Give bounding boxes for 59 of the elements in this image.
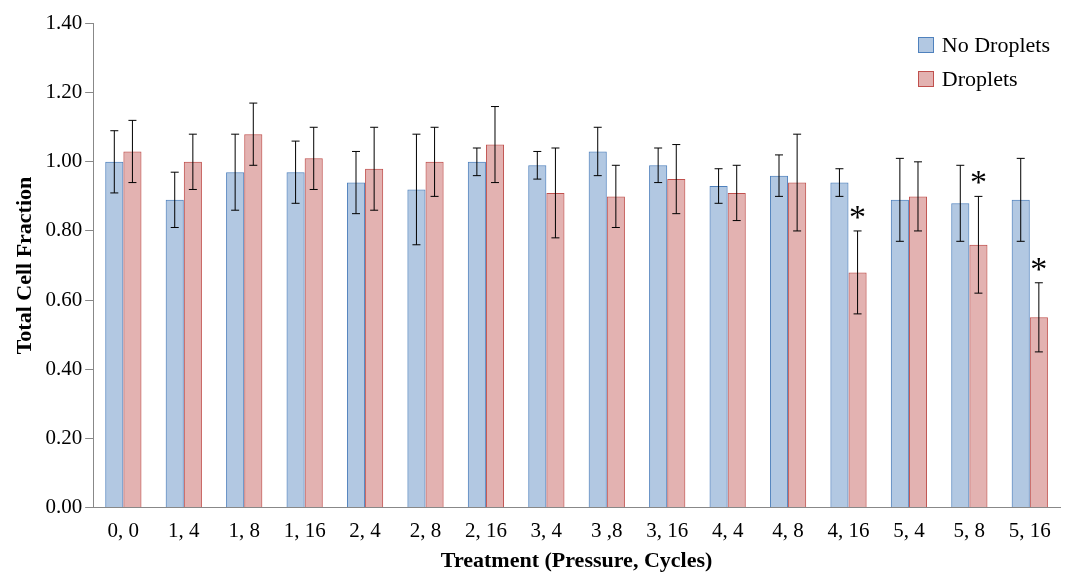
bar <box>227 173 244 507</box>
annotation: * <box>1030 249 1048 287</box>
bar <box>589 152 606 507</box>
bar <box>849 273 866 507</box>
bar <box>952 204 969 507</box>
legend-label: Droplets <box>941 65 1018 93</box>
bar <box>650 166 667 507</box>
y-tick-label: 0.60 <box>45 286 83 311</box>
x-tick-label: 2, 4 <box>349 517 382 542</box>
bar <box>728 193 745 507</box>
bar <box>547 193 564 507</box>
x-tick-label: 0, 0 <box>107 517 140 542</box>
y-tick-label: 1.20 <box>45 79 83 104</box>
bar <box>529 166 546 507</box>
bar <box>970 245 987 507</box>
x-tick-label: 5, 4 <box>893 517 926 542</box>
bar <box>1012 200 1029 507</box>
bar <box>245 135 262 507</box>
bar <box>710 187 727 507</box>
x-tick-label: 1, 8 <box>228 517 260 542</box>
bar <box>408 190 425 507</box>
y-tick-label: 1.40 <box>45 10 83 35</box>
y-axis-title: Total Cell Fraction <box>10 176 36 355</box>
bar <box>890 199 909 507</box>
y-tick-label: 1.00 <box>45 148 83 173</box>
bar <box>426 162 443 507</box>
y-tick-label: 0.00 <box>45 493 83 518</box>
x-tick-label: 4, 16 <box>827 517 870 542</box>
bar <box>1030 318 1047 507</box>
bar <box>124 152 141 507</box>
annotation: * <box>849 197 867 235</box>
x-tick-label: 3, 4 <box>530 517 563 542</box>
x-tick-label: 3 ,8 <box>591 517 623 542</box>
bar <box>287 173 304 507</box>
x-tick-label: 2, 8 <box>409 517 442 542</box>
bar <box>184 162 201 507</box>
x-tick-label: 1, 4 <box>168 517 201 542</box>
y-tick-label: 0.40 <box>45 355 83 380</box>
x-tick-label: 3, 16 <box>646 517 689 542</box>
bar <box>607 197 624 507</box>
annotation: * <box>969 163 987 201</box>
bar <box>788 182 807 507</box>
x-tick-label: 1, 16 <box>283 517 326 542</box>
x-tick-label: 4, 4 <box>711 517 744 542</box>
x-tick-label: 5, 16 <box>1008 517 1051 542</box>
x-tick-label: 4, 8 <box>772 517 804 542</box>
y-tick-label: 0.20 <box>45 424 83 449</box>
x-tick-label: 5, 8 <box>953 517 986 542</box>
bar <box>305 159 322 507</box>
bar <box>467 161 486 507</box>
bar <box>166 200 183 507</box>
bar <box>831 183 848 507</box>
x-tick-label: 2, 16 <box>464 517 507 542</box>
bar <box>106 162 123 507</box>
bar <box>668 180 685 507</box>
bar <box>366 169 383 507</box>
legend-label: No Droplets <box>941 31 1050 59</box>
x-axis-title: Treatment (Pressure, Cycles) <box>440 547 713 573</box>
y-tick-label: 0.80 <box>45 217 83 242</box>
